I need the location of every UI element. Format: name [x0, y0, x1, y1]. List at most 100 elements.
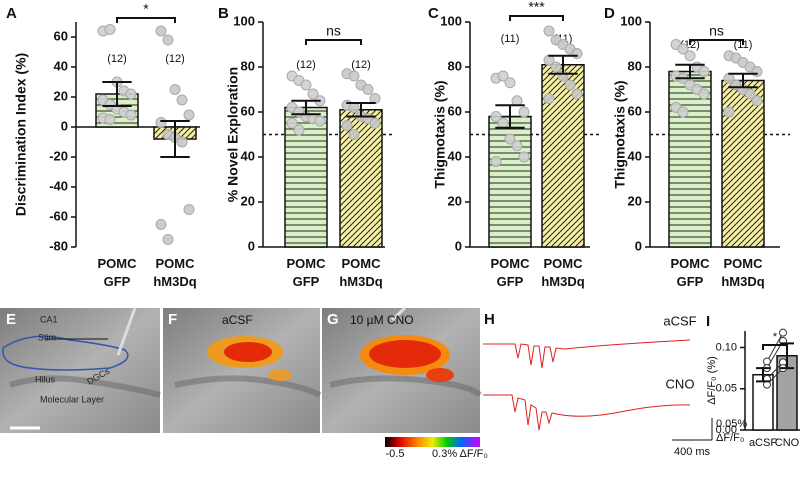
y-tick-label: 80 [628, 58, 642, 73]
point [564, 79, 576, 91]
x-tick-label-line: POMC [156, 256, 196, 271]
point [293, 124, 305, 136]
significance-bracket [305, 39, 362, 45]
panel-label: B [218, 5, 229, 22]
x-tick-label: POMC GFP [491, 256, 531, 289]
point [698, 66, 710, 77]
point [125, 88, 137, 100]
x-tick-label: POMC GFP [287, 256, 327, 289]
panel-label: D [604, 5, 615, 22]
y-tick-label: 40 [241, 148, 255, 163]
point [162, 34, 174, 46]
y-tick-label: 0.00 [716, 424, 737, 436]
x-tick-label-line: POMC [724, 256, 764, 271]
image-e: E CA1 Stim Hilus DGCs Molecular Layer [0, 307, 161, 433]
y-tick-label: -20 [49, 148, 68, 163]
point [504, 77, 516, 89]
x-tick-label-line: hM3Dq [721, 274, 764, 289]
point [286, 117, 298, 129]
n-label: (11) [501, 33, 520, 45]
x-tick-label-line: GFP [677, 274, 704, 289]
point [155, 219, 167, 230]
point [698, 88, 710, 100]
image-g: G 10 µM CNO [322, 306, 483, 433]
y-tick-label: 0.05 [716, 383, 737, 395]
y-tick-label: 100 [233, 13, 255, 28]
point [169, 84, 181, 95]
point [162, 234, 174, 245]
trace-label: CNO [666, 376, 695, 391]
y-tick-label: 100 [620, 13, 642, 28]
n-label: (12) [351, 59, 371, 71]
y-axis-label: ΔF/F₀ (%) [706, 356, 718, 405]
point [497, 70, 509, 82]
panel-label: I [706, 313, 710, 330]
condition-label: aCSF [222, 313, 253, 327]
y-tick-label: 60 [628, 103, 642, 118]
image-f: F aCSF [163, 308, 322, 433]
point [550, 61, 562, 73]
image-label: Stim [38, 332, 56, 342]
image-label: Hilus [35, 374, 56, 384]
point [348, 129, 360, 140]
point [155, 25, 167, 37]
error-bar [675, 63, 705, 80]
x-tick-label: CNO [775, 437, 800, 449]
y-axis-label: Thigmotaxis (%) [612, 80, 628, 188]
point [744, 88, 756, 100]
x-tick-label-line: hM3Dq [541, 274, 584, 289]
point [504, 133, 516, 145]
x-tick-label-line: POMC [342, 256, 382, 271]
y-tick-label: 40 [54, 58, 68, 73]
point [543, 25, 555, 37]
y-axis-label: Discrimination Index (%) [13, 53, 29, 216]
panel-label: F [168, 311, 177, 328]
y-axis-label: Thigmotaxis (%) [432, 80, 448, 188]
x-tick-label-line: hM3Dq [339, 274, 382, 289]
y-tick-label: 20 [241, 193, 255, 208]
y-tick-label: 80 [241, 58, 255, 73]
y-tick-label: 0 [248, 238, 255, 253]
y-tick-label: -80 [49, 238, 68, 253]
point [511, 140, 523, 152]
y-tick-label: -60 [49, 208, 68, 223]
x-tick-label-line: POMC [491, 256, 531, 271]
error-bar [160, 120, 190, 158]
point [155, 117, 167, 128]
y-tick-label: -40 [49, 178, 68, 193]
x-tick-label-line: hM3Dq [153, 274, 196, 289]
x-tick-label: POMC GFP [98, 256, 138, 289]
error-bar [102, 81, 132, 107]
significance-label: * [143, 1, 149, 17]
point [518, 106, 530, 118]
point [490, 156, 502, 167]
point [125, 109, 137, 121]
point [300, 79, 312, 91]
n-label: (12) [107, 53, 127, 65]
point [348, 70, 360, 82]
panel-label: G [327, 311, 339, 328]
significance-bracket [762, 344, 788, 350]
n-label: (12) [165, 53, 185, 65]
colorbar: -0.5 0.3% ΔF/F₀ [385, 437, 488, 460]
x-tick-label: POMC hM3Dq [153, 256, 196, 289]
y-tick-label: 80 [448, 58, 462, 73]
panel-label: E [6, 311, 16, 328]
y-tick-label: 40 [628, 148, 642, 163]
paired-line [766, 332, 784, 362]
panel-label: A [6, 5, 17, 22]
point [176, 136, 188, 148]
error-bar [495, 104, 525, 129]
scale-label: ΔF/F₀ [716, 432, 744, 444]
point [369, 117, 381, 129]
error-bar [346, 102, 376, 118]
y-tick-label: 0.10 [716, 341, 737, 353]
y-tick-label: 0 [61, 118, 68, 133]
point [314, 115, 326, 127]
error-bar [291, 99, 321, 116]
scale-label: 0.05% [716, 418, 747, 430]
point [518, 151, 530, 163]
colorbar-label: 0.3% ΔF/F₀ [432, 448, 488, 460]
bar [339, 109, 383, 248]
